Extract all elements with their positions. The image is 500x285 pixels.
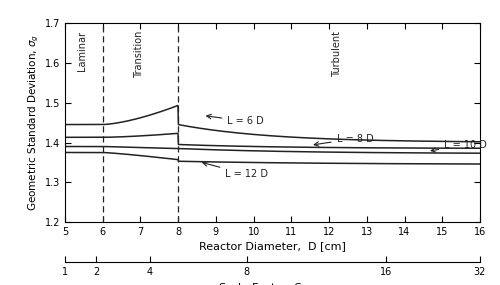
Text: L = 6 D: L = 6 D — [206, 114, 264, 126]
Y-axis label: Geometric Standard Deviation, $\sigma_g$: Geometric Standard Deviation, $\sigma_g$ — [26, 34, 40, 211]
Text: L = 12 D: L = 12 D — [203, 162, 268, 180]
Text: L = 8 D: L = 8 D — [314, 133, 374, 146]
Text: Turbulent: Turbulent — [332, 31, 342, 77]
X-axis label: Scale Factor, $S_{Factor}$: Scale Factor, $S_{Factor}$ — [218, 281, 328, 285]
Text: Transition: Transition — [134, 31, 143, 78]
X-axis label: Reactor Diameter,  D [cm]: Reactor Diameter, D [cm] — [199, 241, 346, 251]
Text: Laminar: Laminar — [77, 31, 87, 71]
Text: L = 10 D: L = 10 D — [431, 140, 487, 152]
